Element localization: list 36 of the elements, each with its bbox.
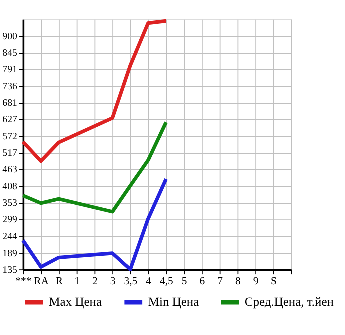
x-tick-label: 4 [146, 275, 152, 288]
legend-label: Max Цена [49, 295, 102, 310]
x-tick-label: 6 [200, 275, 206, 288]
legend-label: Min Цена [148, 295, 200, 310]
x-tick-label: 1 [74, 275, 80, 288]
x-tick-label: 5 [182, 275, 188, 288]
x-tick-label: 7 [218, 275, 224, 288]
y-tick-label: 299 [2, 214, 18, 226]
y-tick-label: 189 [2, 248, 18, 260]
x-tick-label: S [270, 275, 277, 288]
x-tick-label: R [56, 275, 64, 288]
x-tick-label: 8 [236, 275, 241, 288]
x-tick-label: 2 [92, 275, 98, 288]
y-tick-label: 135 [2, 264, 18, 276]
line-series [21, 120, 168, 214]
x-tick-label: 3,5 [124, 275, 138, 288]
line-series [21, 19, 168, 164]
y-tick-label: 517 [2, 148, 18, 160]
y-tick-label: 353 [2, 198, 18, 210]
y-tick-label: 681 [2, 98, 18, 110]
y-tick-label: 408 [2, 181, 18, 192]
x-tick-label: *** [16, 275, 32, 288]
y-tick-label: 572 [2, 131, 18, 142]
y-tick-label: 627 [2, 114, 18, 126]
x-tick-label: 3 [110, 275, 116, 288]
line-series [21, 178, 168, 272]
x-tick-label: 4,5 [160, 275, 174, 288]
y-tick-label: 845 [2, 48, 18, 60]
y-tick-label: 463 [2, 164, 18, 176]
y-tick-label: 791 [2, 64, 18, 76]
legend-label: Сред.Цена, т.йен [244, 295, 334, 310]
y-tick-label: 736 [2, 81, 18, 92]
x-tick-label: 9 [253, 275, 259, 288]
y-tick-label: 900 [2, 31, 18, 42]
y-tick-label: 244 [2, 231, 18, 242]
x-tick-label: RA [34, 275, 50, 288]
